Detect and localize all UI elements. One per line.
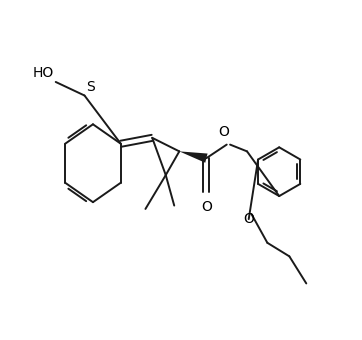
- Polygon shape: [179, 151, 207, 163]
- Text: HO: HO: [33, 66, 54, 80]
- Text: O: O: [201, 201, 212, 215]
- Text: O: O: [243, 212, 254, 226]
- Text: O: O: [219, 124, 230, 138]
- Text: S: S: [86, 80, 95, 94]
